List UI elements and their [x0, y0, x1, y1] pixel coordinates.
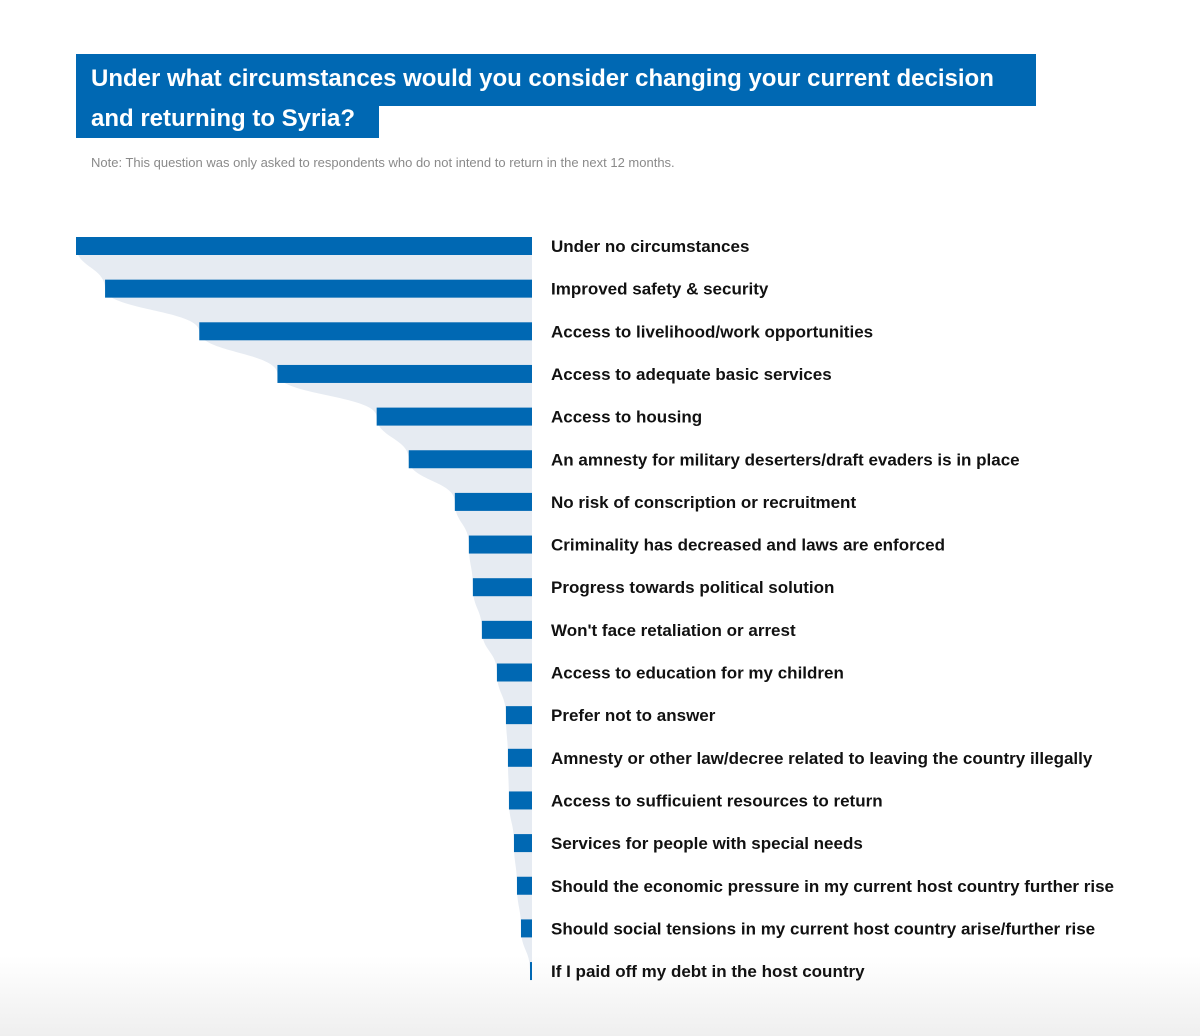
bar-6	[408, 450, 532, 469]
bar-7	[454, 492, 532, 511]
bar-14	[508, 791, 532, 810]
chart-title-line-1: Under what circumstances would you consi…	[76, 54, 1036, 106]
category-label-2: Improved safety & security	[551, 280, 769, 299]
category-labels-layer: Under no circumstances Improved safety & …	[551, 237, 1114, 981]
bar-1	[76, 237, 532, 255]
bar-10	[481, 620, 532, 639]
bar-5	[376, 407, 532, 426]
bar-17	[520, 919, 532, 938]
bar-11	[496, 663, 532, 682]
category-label-13: Amnesty or other law/decree related to l…	[551, 749, 1093, 768]
bar-13	[507, 748, 532, 767]
bar-3	[199, 322, 532, 341]
chart-title-line-2: and returning to Syria?	[76, 104, 379, 138]
category-label-10: Won't face retaliation or arrest	[551, 621, 796, 640]
bottom-fade	[0, 956, 1200, 1036]
category-label-1: Under no circumstances	[551, 237, 749, 256]
bar-15	[513, 834, 532, 853]
category-label-8: Criminality has decreased and laws are e…	[551, 536, 945, 555]
bar-4	[277, 364, 532, 383]
bar-12	[505, 706, 532, 725]
chart-note: Note: This question was only asked to re…	[91, 155, 675, 170]
bar-9	[472, 578, 532, 597]
category-label-18: If I paid off my debt in the host countr…	[551, 962, 865, 981]
category-label-12: Prefer not to answer	[551, 706, 716, 725]
bar-16	[516, 876, 532, 895]
category-label-16: Should the economic pressure in my curre…	[551, 877, 1114, 896]
category-label-14: Access to sufficuient resources to retur…	[551, 791, 883, 810]
category-label-7: No risk of conscription or recruitment	[551, 493, 856, 512]
bar-8	[468, 535, 532, 554]
bars-layer	[76, 237, 533, 981]
funnel-area-layer	[76, 246, 532, 972]
bar-18	[529, 962, 532, 981]
category-label-4: Access to adequate basic services	[551, 365, 832, 384]
bar-2	[105, 279, 533, 298]
funnel-area	[76, 246, 532, 972]
category-label-5: Access to housing	[551, 408, 702, 427]
category-label-11: Access to education for my children	[551, 664, 844, 683]
category-label-9: Progress towards political solution	[551, 578, 834, 597]
category-label-17: Should social tensions in my current hos…	[551, 919, 1095, 938]
category-label-3: Access to livelihood/work opportunities	[551, 322, 873, 341]
category-label-15: Services for people with special needs	[551, 834, 863, 853]
category-label-6: An amnesty for military deserters/draft …	[551, 450, 1020, 469]
